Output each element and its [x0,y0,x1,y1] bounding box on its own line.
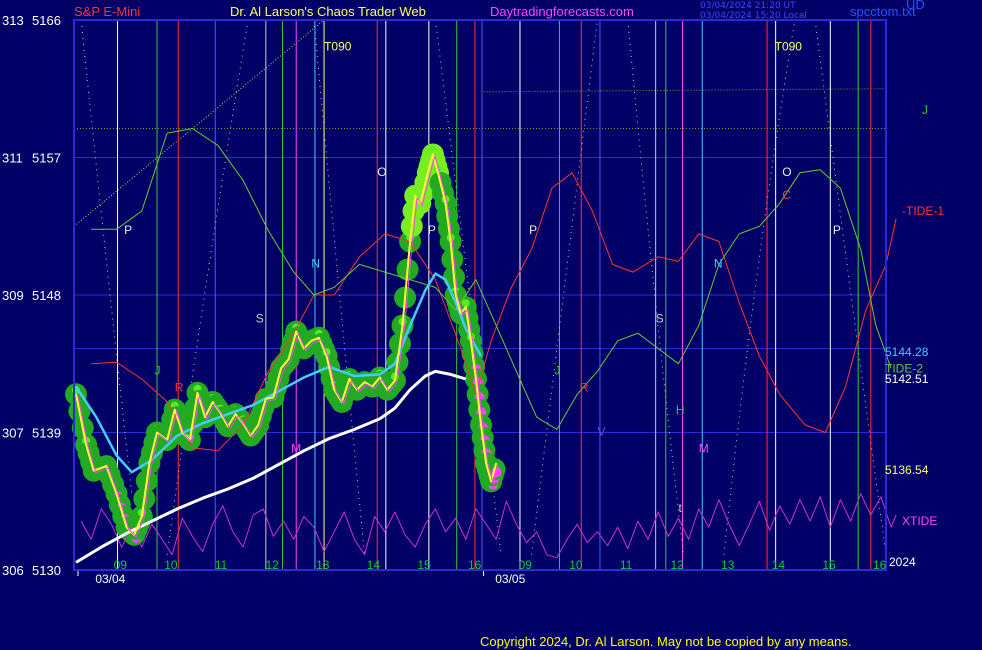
planet-marker: P [529,223,537,237]
y-tick-label-left: 306 [2,563,24,578]
x-tick-label: 14 [367,558,381,572]
right-label: XTIDE [902,514,937,528]
x-tick-label: 12 [670,558,684,572]
planet-marker: H [676,403,685,417]
right-label: -TIDE-1 [902,204,944,218]
chart-title: Dr. Al Larson's Chaos Trader Web [230,4,426,19]
site-link[interactable]: Daytradingforecasts.com [490,4,634,19]
right-label: 5144.28 [885,345,929,359]
planet-marker: R [580,380,589,394]
horizontal-level-line [483,88,887,93]
date-label: 03/05 [495,572,525,586]
x-tick-label: 12 [265,558,279,572]
y-tick-label-left: 309 [2,288,24,303]
x-tick-label: 09 [519,558,533,572]
corner-label: UD [906,0,925,12]
date-label: 03/04 [95,572,125,586]
planet-marker: M [699,441,709,455]
series-line [77,154,499,538]
planet-marker: O [782,165,791,179]
x-tick-label: 11 [620,558,633,572]
update-time-local: 03/04/2024 15:20 Local [700,11,807,21]
x-tick-label: 13 [316,558,330,572]
planet-marker: T090 [324,40,352,54]
y-tick-label-right: 5148 [32,288,61,303]
file-name: spcctom.txt [850,4,916,19]
price-bubble-dot [461,299,470,308]
planet-marker: N [311,257,320,271]
right-label: 5136.54 [885,463,929,477]
planet-marker: O [377,165,386,179]
copyright-notice: Copyright 2024, Dr. Al Larson. May not b… [480,634,852,649]
update-time-utc: 03/04/2024 21:20 UT [700,1,796,11]
planet-marker: V [597,425,605,439]
y-tick-label-right: 5139 [32,426,61,441]
x-tick-label: 09 [114,558,128,572]
planet-marker: P [124,223,132,237]
y-tick-label-right: 5166 [32,13,61,28]
planet-marker: N [714,257,723,271]
planet-marker: P [833,223,841,237]
y-axis: 313 5166 311 5157 309 5148 307 5139 306 5130 [2,13,61,578]
y-tick-label-left: 313 [2,13,24,28]
instrument-title: S&P E-Mini [74,4,141,19]
plot-frame [73,19,887,571]
series-line [80,493,897,559]
x-tick-label: 16 [873,558,887,572]
planet-marker: t [678,501,682,515]
planet-marker: S [656,312,664,326]
planet-marker: P [428,223,436,237]
dotted-cycles [80,19,887,555]
y-tick-label-right: 5130 [32,563,61,578]
planet-marker: J [554,363,560,377]
y-tick-label-left: 311 [2,151,23,166]
y-tick-label-right: 5157 [32,151,61,166]
right-label: TIDE-2 [885,361,923,375]
series-lines [74,128,897,564]
planet-marker: T090 [775,40,803,54]
x-tick-label: 15 [822,558,836,572]
x-tick-label: 15 [417,558,431,572]
year-label: 2024 [889,555,916,569]
x-axis: 09 10 11 12 13 14 15 16 09 10 11 12 13 14 15 16 03/04 03/… [95,555,916,586]
x-tick-label: 13 [721,558,735,572]
x-tick-label: 10 [569,558,583,572]
right-label: 5142.51 [885,372,929,386]
x-tick-label: 14 [772,558,786,572]
planet-marker: S [256,312,264,326]
planet-marker: R [175,380,184,394]
planet-marker: J [154,363,160,377]
x-tick-label: 11 [215,558,228,572]
right-label: J [922,103,928,117]
series-line [74,272,483,474]
series-line [75,369,467,564]
series-line [91,172,897,452]
y-tick-label-left: 307 [2,426,24,441]
dotted-cycle-curve [80,19,133,494]
planet-marker: M [291,441,301,455]
planet-marker: C [782,188,791,202]
x-tick-label: 10 [164,558,178,572]
series-line [91,128,892,430]
x-tick-label: 16 [468,558,482,572]
